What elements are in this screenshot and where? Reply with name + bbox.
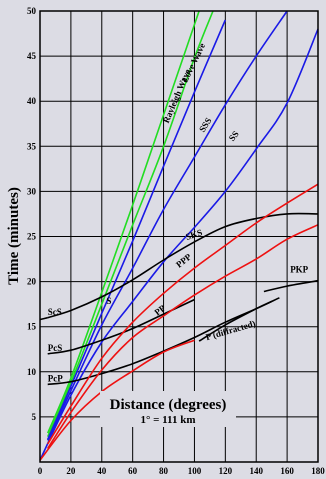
plot-frame [39, 10, 319, 463]
series-label: SS [227, 129, 241, 143]
series-label: S [106, 296, 111, 306]
y-tick-label: 50 [27, 6, 37, 16]
series-line-pp [47, 224, 319, 449]
x-tick-label: 120 [219, 466, 233, 476]
x-tick-label: 140 [249, 466, 263, 476]
y-tick-label: 20 [27, 277, 37, 287]
series-lines [39, 10, 319, 461]
x-axis-label-note: 1° = 111 km [141, 414, 196, 426]
series-line-sks [47, 212, 319, 319]
axes: 0 20 40 60 80 100 120 140 160 180 5 10 15 20 25 30 35 40 4… [27, 6, 325, 476]
series-line-love-wave [46, 10, 214, 438]
x-tick-label: 60 [128, 466, 138, 476]
y-tick-label: 35 [27, 141, 37, 151]
series-label: ScS [48, 307, 62, 317]
series-line-ss [46, 10, 288, 441]
y-tick-label: 10 [27, 367, 37, 377]
y-tick-label: 15 [27, 322, 37, 332]
y-axis-label: Time (minutes) [6, 187, 22, 285]
x-tick-label: 0 [38, 466, 43, 476]
series-line-rayleigh-wave [46, 10, 200, 434]
series-line-s-continuation [193, 28, 319, 229]
xlabel-box: Distance (degrees) 1° = 111 km [100, 391, 236, 427]
series-label: PcP [48, 374, 63, 384]
x-tick-label: 20 [66, 466, 76, 476]
y-tick-label: 30 [27, 186, 37, 196]
x-tick-label: 100 [188, 466, 202, 476]
series-line-p [39, 339, 195, 461]
x-tick-label: 80 [159, 466, 169, 476]
x-tick-label: 160 [280, 466, 294, 476]
series-line-p-diffracted- [198, 300, 273, 342]
x-tick-label: 180 [311, 466, 325, 476]
series-line-pcs [47, 298, 195, 355]
x-tick-label: 40 [97, 466, 107, 476]
x-axis-label: Distance (degrees) [110, 397, 227, 413]
series-line-sss [46, 19, 227, 440]
series-label: PcS [48, 343, 63, 353]
series-label: PKP [290, 265, 308, 275]
y-tick-label: 40 [27, 96, 37, 106]
xlabel-box-background [100, 391, 236, 427]
series-label: SKS [184, 227, 203, 242]
series-line-ppp [47, 183, 319, 445]
series-line-pkp [263, 279, 319, 293]
y-tick-label: 45 [27, 51, 37, 61]
y-tick-label: 25 [27, 232, 37, 242]
y-tick-label: 5 [32, 412, 37, 422]
